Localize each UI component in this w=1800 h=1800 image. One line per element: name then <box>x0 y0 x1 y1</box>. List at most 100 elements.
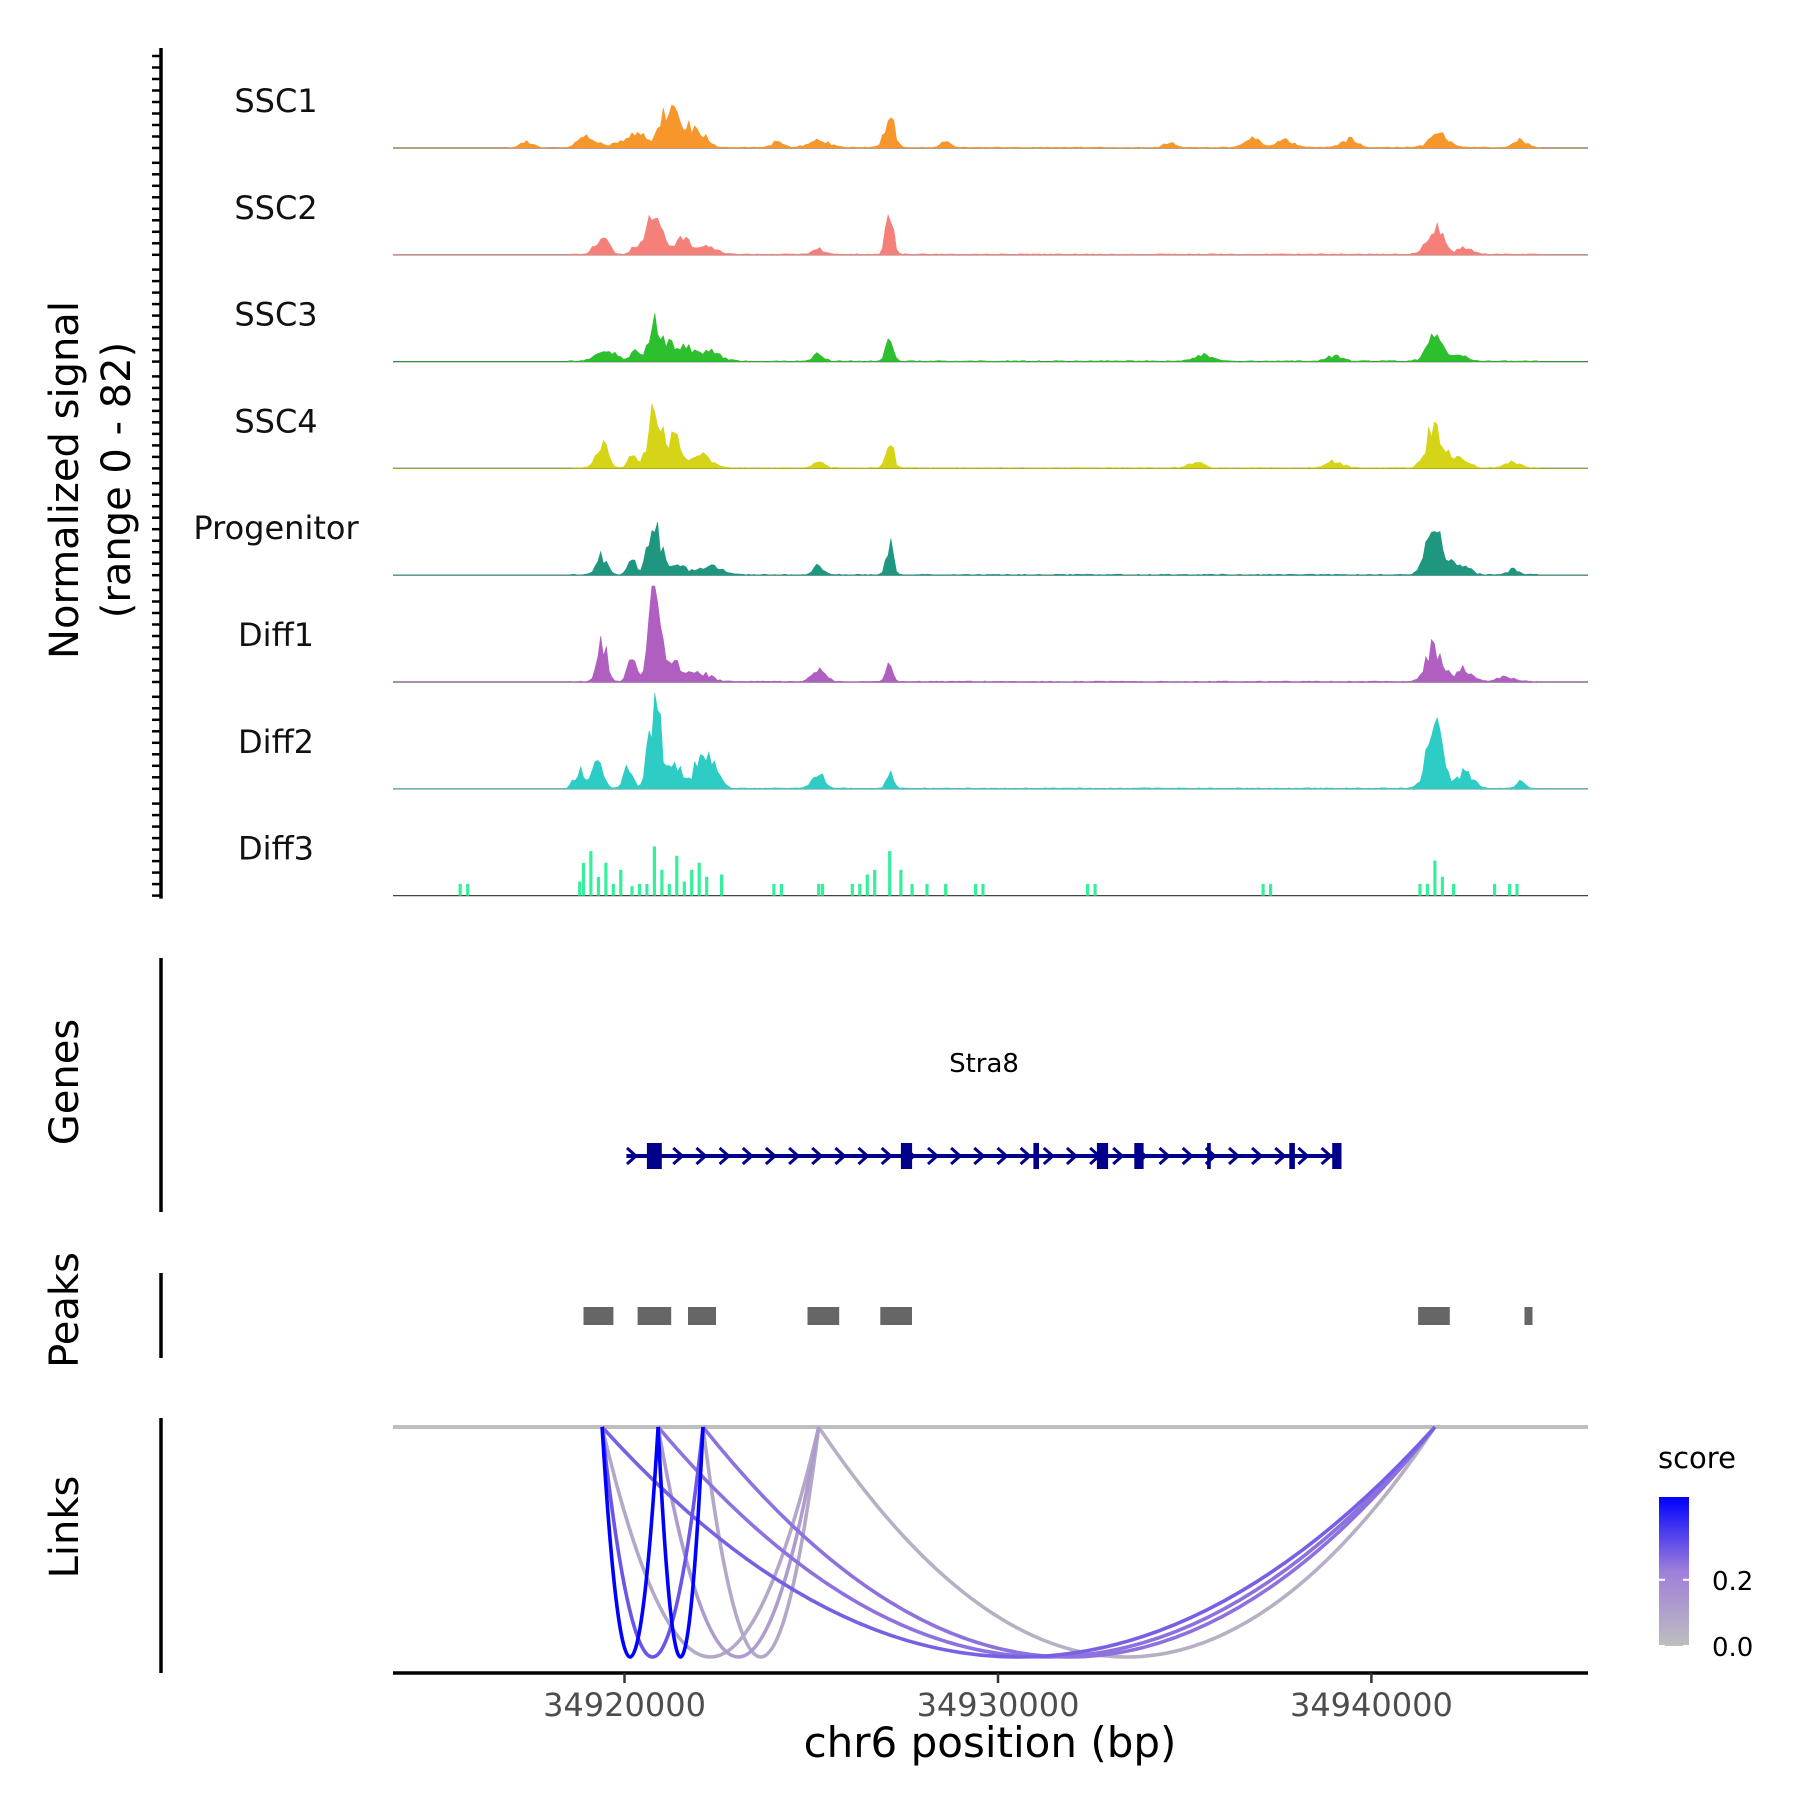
track-signal-area <box>393 104 1588 149</box>
coverage-track: Progenitor <box>193 509 1588 576</box>
strand-arrow <box>741 1146 755 1166</box>
track-signal-bar <box>645 883 649 896</box>
track-signal-bar <box>873 869 877 896</box>
track-label: SSC3 <box>234 296 317 334</box>
strand-arrow <box>718 1146 731 1166</box>
links-panel-label: Links <box>42 1476 88 1579</box>
track-signal-bar <box>660 869 664 896</box>
track-signal-bar <box>925 883 929 896</box>
x-axis-tick-label: 34920000 <box>543 1686 706 1724</box>
track-signal-bar <box>974 883 978 896</box>
exon-block <box>646 1143 662 1169</box>
strand-arrow <box>1181 1146 1194 1166</box>
coverage-y-label-line2: (range 0 - 82) <box>94 342 140 618</box>
track-signal-area <box>393 585 1588 683</box>
genes-panel: Stra8 <box>159 958 1342 1212</box>
strand-arrow <box>1065 1146 1079 1166</box>
strand-arrow <box>880 1146 893 1166</box>
score-legend: 0.2 0.0 <box>1659 1497 1753 1663</box>
strand-arrow <box>1019 1146 1032 1166</box>
track-signal-bar <box>1425 883 1429 896</box>
track-signal-bar <box>604 862 608 896</box>
x-axis-tick-label: 34930000 <box>917 1686 1080 1724</box>
peaks-panel <box>159 1273 1533 1358</box>
coverage-y-axis <box>152 48 163 899</box>
track-signal-bar <box>690 869 694 896</box>
track-signal-area <box>393 403 1588 469</box>
track-signal-bar <box>820 883 825 896</box>
peak-region <box>1524 1307 1533 1325</box>
link-arc <box>701 1425 1437 1659</box>
link-arc <box>600 1425 1437 1659</box>
track-signal-bar <box>630 886 634 896</box>
track-signal-bar <box>1493 883 1497 896</box>
track-signal-bar <box>1269 883 1273 896</box>
link-arc <box>656 1425 1437 1659</box>
track-label: SSC2 <box>234 189 317 227</box>
coverage-track: SSC3 <box>234 296 1588 363</box>
peak-region <box>880 1307 912 1325</box>
track-signal-bar <box>675 855 679 896</box>
exon-block <box>1207 1143 1211 1169</box>
link-arc <box>656 1426 821 1659</box>
strand-arrow <box>950 1146 963 1166</box>
strand-arrow <box>857 1146 870 1166</box>
legend-colorbar <box>1659 1497 1689 1646</box>
exon-block <box>1134 1143 1144 1169</box>
track-signal-bar <box>772 883 776 896</box>
track-signal-bar <box>720 874 724 896</box>
strand-arrow <box>927 1146 940 1166</box>
x-axis: 34920000 34930000 34940000 <box>393 1671 1588 1724</box>
link-arc <box>656 1426 705 1659</box>
link-arc <box>600 1426 660 1659</box>
track-label: Diff3 <box>238 830 314 868</box>
strand-arrow <box>811 1146 824 1166</box>
x-axis-label: chr6 position (bp) <box>804 1718 1177 1767</box>
coverage-tracks: SSC1 SSC2 SSC3 SSC4 Progenitor Diff1 Diff2 Diff… <box>193 82 1588 897</box>
strand-arrow <box>834 1146 847 1166</box>
track-label: Diff1 <box>238 616 314 654</box>
peak-region <box>1418 1307 1450 1325</box>
track-signal-bar <box>667 883 671 896</box>
strand-arrow <box>788 1146 801 1166</box>
track-label: SSC1 <box>234 82 317 120</box>
track-signal-bar <box>1093 883 1097 896</box>
coverage-track: Diff2 <box>238 692 1588 790</box>
track-signal-bar <box>1440 876 1444 896</box>
strand-arrow <box>996 1146 1009 1166</box>
link-arc <box>817 1425 1437 1659</box>
link-arc <box>701 1426 821 1659</box>
exon-block <box>1332 1143 1342 1169</box>
link-arc <box>600 1426 705 1659</box>
gene-model: Stra8 <box>626 1049 1342 1169</box>
strand-arrow <box>1158 1146 1171 1166</box>
track-signal-bar <box>466 883 470 896</box>
track-signal-bar <box>581 862 586 896</box>
track-signal-bar <box>888 851 892 896</box>
track-signal-bar <box>865 874 869 896</box>
peak-region <box>583 1307 614 1325</box>
track-signal-bar <box>981 883 985 896</box>
track-label: SSC4 <box>234 402 317 440</box>
track-signal-bar <box>458 883 462 896</box>
strand-arrow <box>1228 1146 1241 1166</box>
genes-panel-label: Genes <box>42 1019 88 1145</box>
strand-arrow <box>973 1146 986 1166</box>
legend-tick-label: 0.0 <box>1712 1633 1753 1663</box>
peak-region <box>807 1307 840 1325</box>
track-signal-area <box>393 213 1588 256</box>
track-signal-bar <box>637 883 642 896</box>
strand-arrow <box>1274 1146 1287 1166</box>
coverage-track: Diff3 <box>238 830 1588 897</box>
track-signal-bar <box>1515 883 1519 896</box>
peak-region <box>637 1307 672 1325</box>
legend-tick-label: 0.2 <box>1712 1567 1753 1597</box>
track-signal-bar <box>1418 883 1422 896</box>
strand-arrow <box>1251 1146 1264 1166</box>
exon-block <box>1096 1143 1109 1169</box>
track-signal-bar <box>596 876 600 896</box>
track-signal-bar <box>705 876 709 896</box>
exon-block <box>900 1143 913 1169</box>
track-signal-bar <box>944 883 948 896</box>
